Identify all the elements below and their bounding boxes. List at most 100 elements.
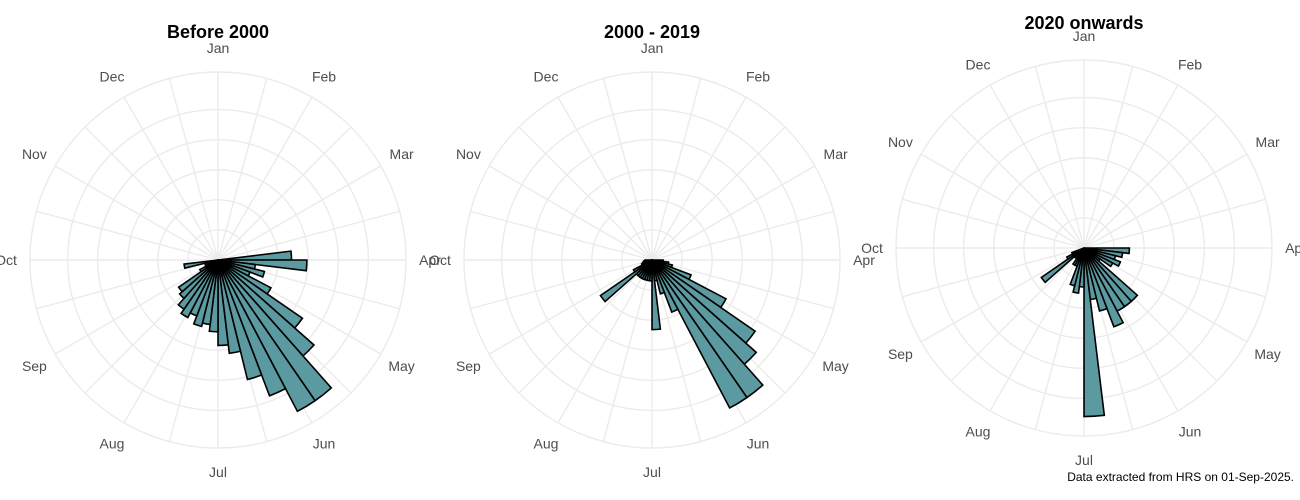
bar-week-39 — [644, 259, 653, 262]
bar-week-24 — [217, 259, 263, 381]
grid-spoke — [651, 78, 702, 261]
grid-spoke — [920, 247, 1085, 343]
month-label-may: May — [388, 358, 414, 374]
month-label-sep: Sep — [22, 358, 47, 374]
grid-spoke — [920, 153, 1085, 249]
bar-week-23 — [1083, 247, 1125, 328]
bar-week-36 — [1070, 247, 1085, 256]
month-label-apr: Apr — [853, 252, 875, 268]
month-label-oct: Oct — [0, 252, 17, 268]
grid-spoke — [651, 165, 816, 261]
grid-spoke — [950, 114, 1085, 249]
month-label-mar: Mar — [390, 146, 414, 162]
month-label-jun: Jun — [747, 436, 770, 452]
month-label-feb: Feb — [746, 68, 770, 84]
grid-spoke — [217, 126, 352, 261]
bar-week-24 — [1083, 247, 1109, 312]
grid-spoke — [602, 259, 653, 442]
month-label-jan: Jan — [641, 40, 664, 56]
month-label-sep: Sep — [888, 346, 913, 362]
grid-spoke — [54, 259, 219, 355]
month-label-mar: Mar — [1256, 134, 1280, 150]
month-label-may: May — [822, 358, 848, 374]
month-label-sep: Sep — [456, 358, 481, 374]
grid-spoke — [1083, 153, 1248, 249]
grid-spoke — [488, 259, 653, 355]
month-label-jul: Jul — [643, 464, 661, 480]
bar-week-38 — [183, 259, 219, 270]
polar-panel-2: Jan Feb Mar Apr May Jun Jul Aug Sep Oct Nov Dec 2000… — [429, 22, 875, 480]
bar-week-26 — [1083, 247, 1106, 418]
bar-week-25 — [217, 259, 242, 355]
grid-spoke — [1083, 198, 1266, 249]
polar-panel-3: Jan Feb Mar Apr May Jun Jul Aug Sep Oct Nov Dec 2020… — [861, 13, 1300, 468]
polar-panel-1: Jan Feb Mar Apr May Jun Jul Aug Sep Oct Nov Dec Befo… — [0, 22, 441, 480]
grid-spoke — [217, 78, 268, 261]
grid-spoke — [1083, 114, 1218, 249]
panel-title: Before 2000 — [167, 22, 269, 42]
panel-title: 2020 onwards — [1024, 13, 1143, 33]
month-label-aug: Aug — [534, 436, 559, 452]
month-label-oct: Oct — [429, 252, 451, 268]
grid-spoke — [54, 165, 219, 261]
grid-spoke — [1083, 84, 1179, 249]
bar-week-33 — [178, 259, 219, 300]
grid-spoke — [168, 78, 219, 261]
month-label-mar: Mar — [824, 146, 848, 162]
bar-week-13 — [217, 250, 293, 261]
grid-spoke — [651, 210, 834, 261]
grid-spoke — [557, 259, 653, 424]
grid-spoke — [518, 259, 653, 394]
grid-spoke — [557, 96, 653, 261]
grid-spoke — [989, 84, 1085, 249]
month-label-oct: Oct — [861, 240, 883, 256]
month-label-aug: Aug — [100, 436, 125, 452]
bar-week-26 — [651, 259, 662, 331]
month-label-nov: Nov — [22, 146, 47, 162]
bar-week-24 — [651, 259, 666, 295]
grid-spoke — [902, 247, 1085, 298]
month-label-jun: Jun — [313, 436, 336, 452]
month-label-nov: Nov — [888, 134, 913, 150]
month-label-feb: Feb — [1178, 56, 1202, 72]
month-label-jan: Jan — [1073, 28, 1096, 44]
month-label-feb: Feb — [312, 68, 336, 84]
bar-week-34 — [177, 259, 219, 293]
month-label-jun: Jun — [1179, 424, 1202, 440]
month-label-may: May — [1254, 346, 1280, 362]
grid-spoke — [470, 259, 653, 310]
grid-spoke — [950, 247, 1085, 382]
grid-spoke — [470, 210, 653, 261]
grid-spoke — [1083, 66, 1134, 249]
month-label-dec: Dec — [966, 56, 991, 72]
grid-spoke — [123, 96, 219, 261]
month-label-apr: Apr — [1285, 240, 1300, 256]
month-label-dec: Dec — [534, 68, 559, 84]
grid-spoke — [217, 96, 313, 261]
month-label-dec: Dec — [100, 68, 125, 84]
grid-spoke — [989, 247, 1085, 412]
bar-week-22 — [217, 259, 317, 413]
grid-spoke — [1034, 66, 1085, 249]
grid-spoke — [902, 198, 1085, 249]
bar-week-23 — [651, 259, 679, 314]
grid-spoke — [488, 165, 653, 261]
month-label-nov: Nov — [456, 146, 481, 162]
grid-spoke — [217, 210, 400, 261]
grid-spoke — [518, 126, 653, 261]
grid-spoke — [651, 126, 786, 261]
panel-title: 2000 - 2019 — [604, 22, 700, 42]
month-label-jan: Jan — [207, 40, 230, 56]
month-label-jul: Jul — [209, 464, 227, 480]
grid-spoke — [217, 165, 382, 261]
grid-spoke — [651, 96, 747, 261]
grid-spoke — [651, 259, 834, 310]
bar-week-26 — [217, 259, 230, 347]
grid-spoke — [36, 210, 219, 261]
bar-week-34 — [599, 259, 653, 303]
bar-week-22 — [651, 259, 749, 410]
bar-week-23 — [217, 259, 287, 397]
bar-week-34 — [1040, 247, 1085, 284]
month-label-jul: Jul — [1075, 452, 1093, 468]
